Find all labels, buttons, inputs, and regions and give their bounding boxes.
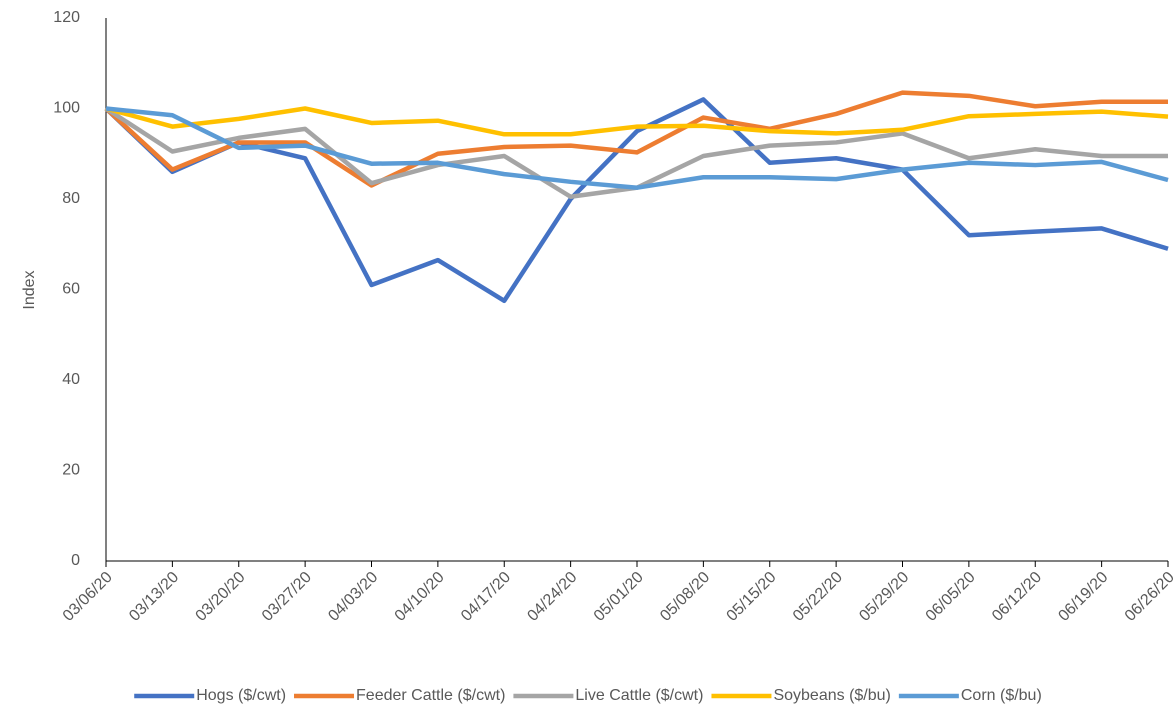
- y-tick-label: 80: [62, 190, 80, 207]
- x-tick-label: 04/10/20: [392, 569, 448, 625]
- x-tick-label: 06/26/20: [1122, 569, 1176, 625]
- x-tick-label: 03/13/20: [126, 569, 182, 625]
- y-tick-label: 120: [53, 9, 80, 26]
- legend-label: Live Cattle ($/cwt): [575, 687, 703, 704]
- y-tick-label: 40: [62, 371, 80, 388]
- legend-label: Soybeans ($/bu): [773, 687, 890, 704]
- legend-label: Hogs ($/cwt): [196, 687, 286, 704]
- x-tick-label: 05/22/20: [790, 569, 846, 625]
- x-tick-label: 06/19/20: [1055, 569, 1111, 625]
- x-tick-label: 05/29/20: [856, 569, 912, 625]
- x-tick-label: 04/24/20: [524, 569, 580, 625]
- x-tick-label: 03/27/20: [259, 569, 315, 625]
- y-tick-label: 20: [62, 462, 80, 479]
- y-tick-label: 100: [53, 100, 80, 117]
- legend-label: Corn ($/bu): [961, 687, 1042, 704]
- legend-label: Feeder Cattle ($/cwt): [356, 687, 505, 704]
- x-tick-label: 03/06/20: [60, 569, 116, 625]
- x-tick-label: 05/08/20: [657, 569, 713, 625]
- x-tick-label: 06/05/20: [923, 569, 979, 625]
- x-tick-label: 03/20/20: [193, 569, 249, 625]
- series-line: [104, 97, 1169, 304]
- x-tick-label: 05/15/20: [724, 569, 780, 625]
- x-tick-label: 05/01/20: [591, 569, 647, 625]
- series-line: [105, 106, 1169, 137]
- y-axis-label: Index: [21, 270, 38, 309]
- series-line: [104, 90, 1168, 188]
- legend: Hogs ($/cwt) Feeder Cattle ($/cwt) Live Ca…: [134, 687, 1042, 704]
- x-tick-label: 06/12/20: [989, 569, 1045, 625]
- y-tick-label: 60: [62, 281, 80, 298]
- x-tick-label: 04/17/20: [458, 569, 514, 625]
- x-tick-label: 04/03/20: [325, 569, 381, 625]
- series-line: [105, 106, 1169, 190]
- y-tick-label: 0: [71, 552, 80, 569]
